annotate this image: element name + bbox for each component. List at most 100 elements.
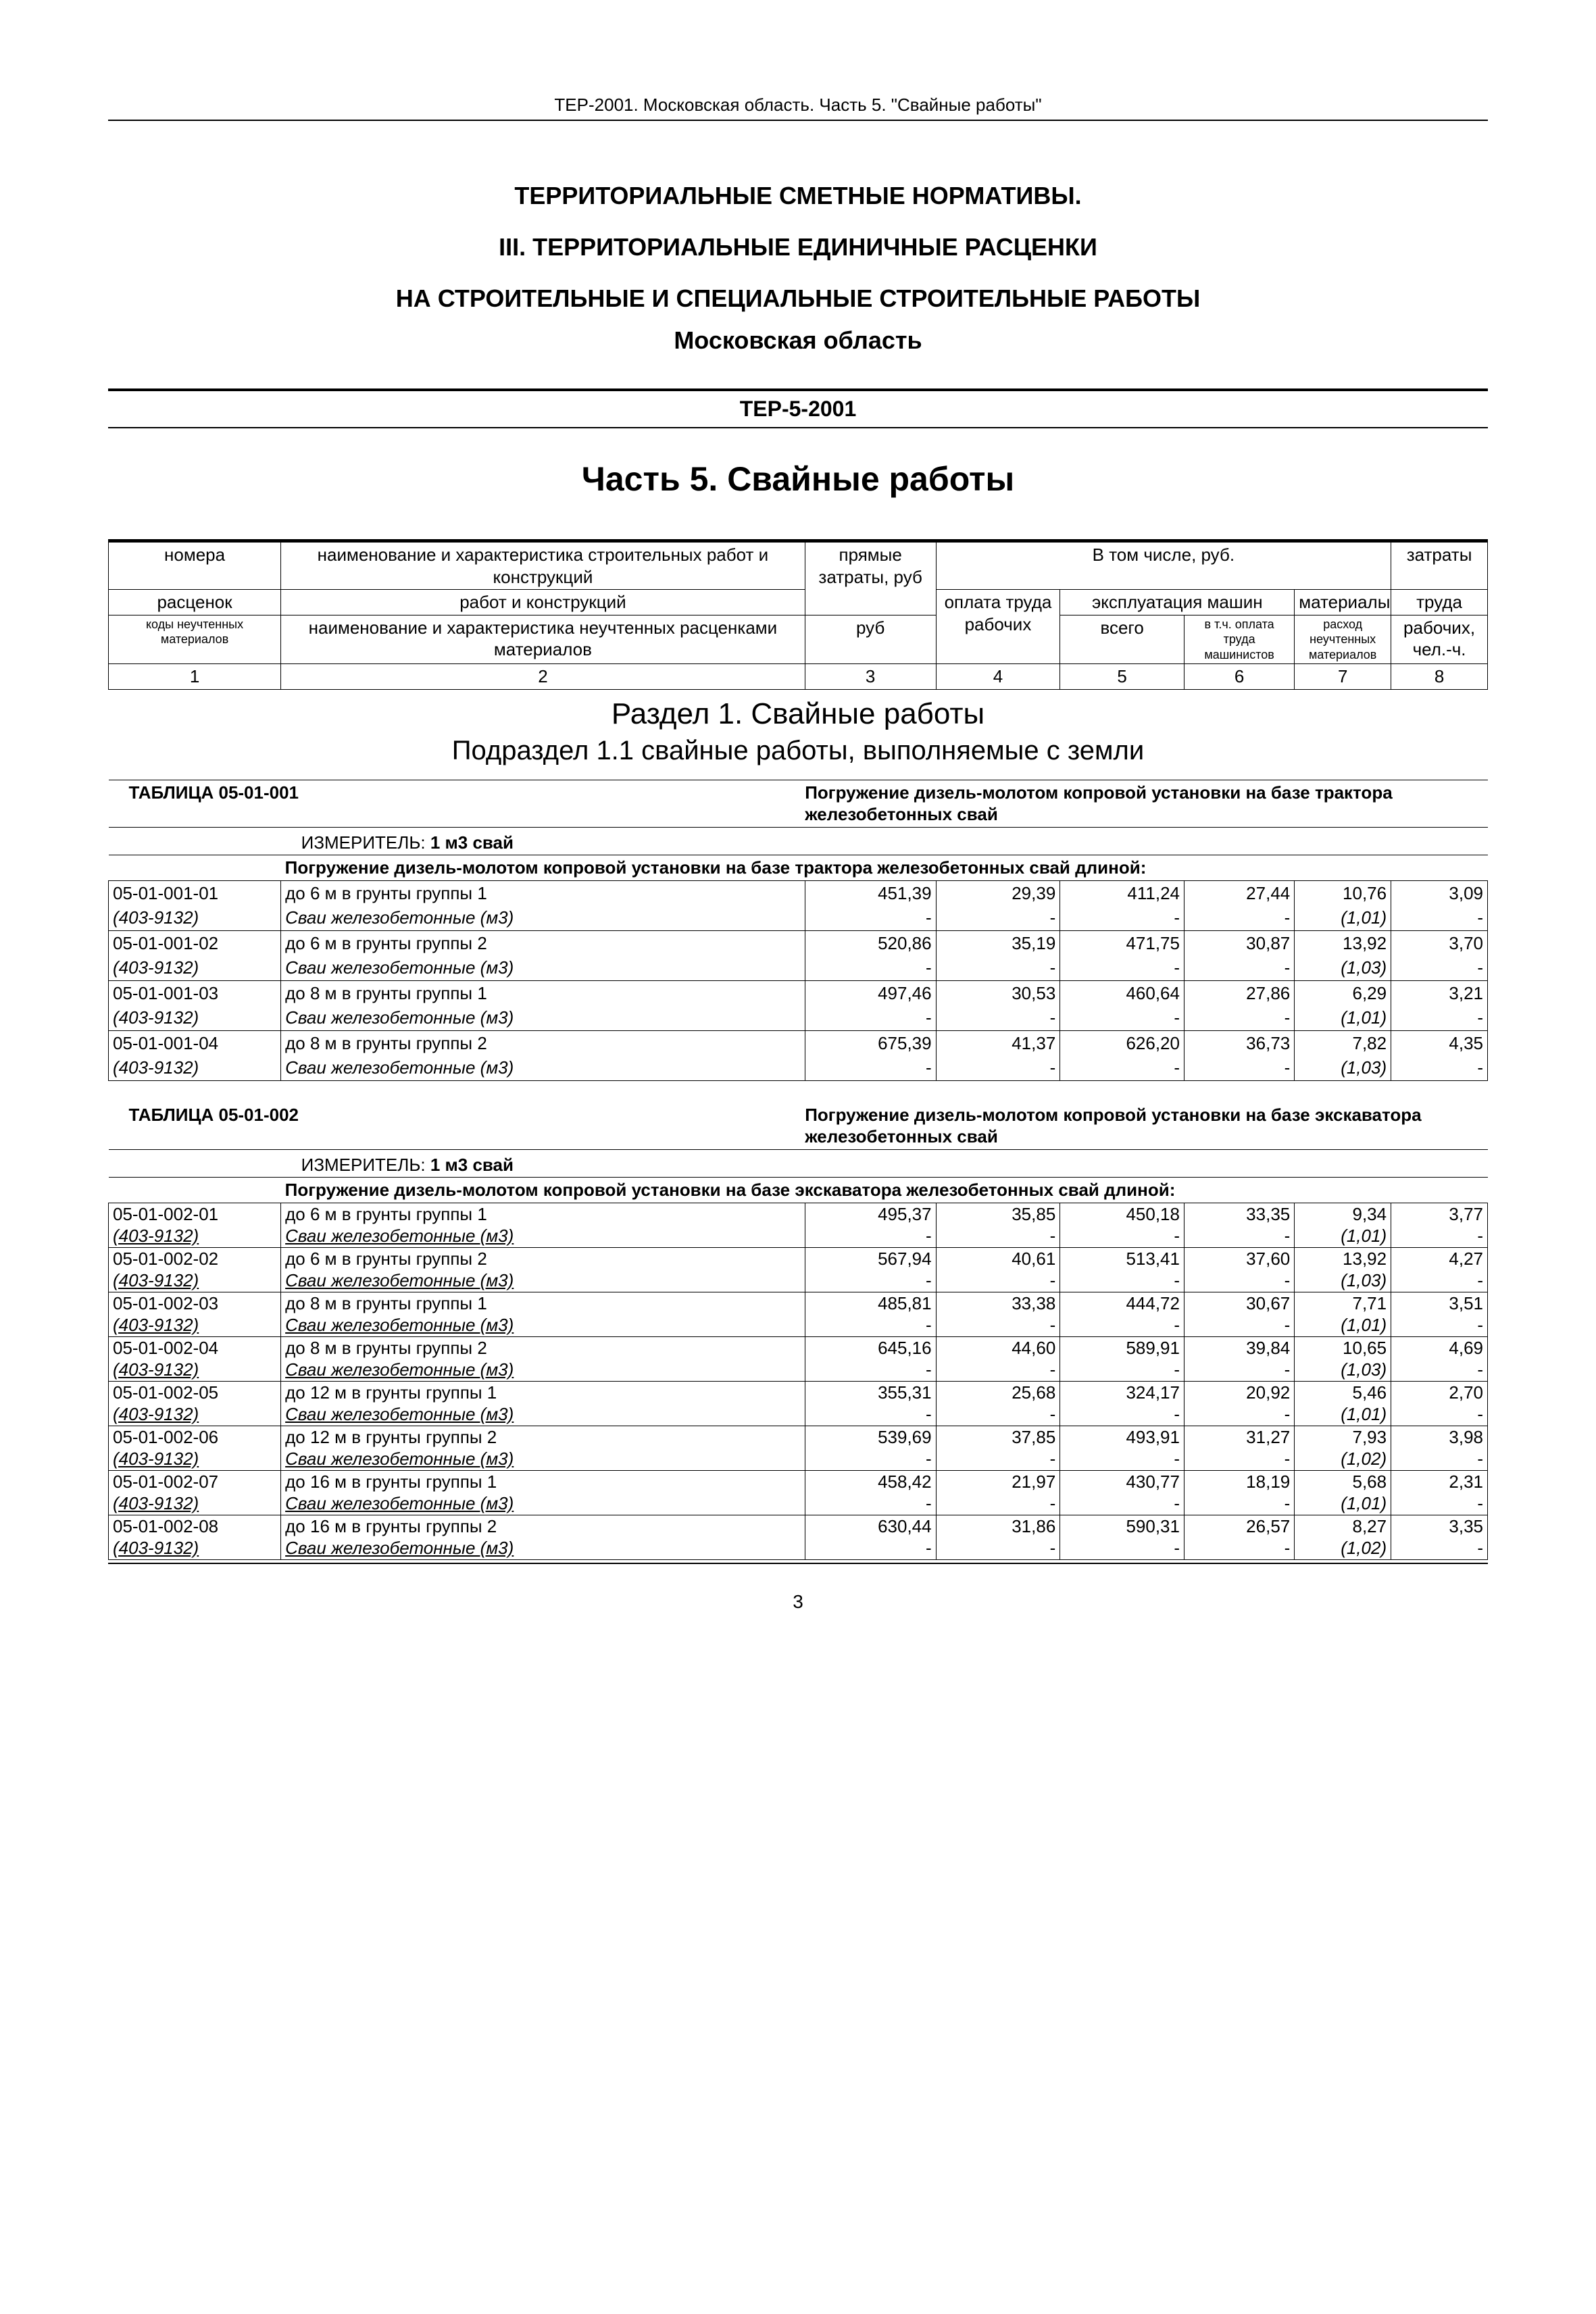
colnum-5: 5 xyxy=(1060,664,1184,690)
table2-measure-row: ИЗМЕРИТЕЛЬ: 1 м3 свай xyxy=(109,1149,1488,1178)
val-0: 675,39 xyxy=(805,1030,936,1055)
d: - xyxy=(1184,1314,1294,1336)
table2-measure: 1 м3 свай xyxy=(430,1155,514,1175)
hdr-labor-bot: рабочих, чел.-ч. xyxy=(1391,615,1488,664)
val-0: 495,37 xyxy=(805,1203,936,1225)
table1-desc-row: Погружение дизель-молотом копровой устан… xyxy=(109,855,1488,881)
mat-name: Сваи железобетонные (м3) xyxy=(281,905,805,930)
mat-qty: (1,01) xyxy=(1295,1314,1391,1336)
hdr-direct: прямые затраты, руб xyxy=(805,543,936,615)
val-3: 33,35 xyxy=(1184,1203,1294,1225)
d: - xyxy=(1184,1005,1294,1030)
hdr-incl: В том числе, руб. xyxy=(936,543,1391,590)
mat-qty: (1,02) xyxy=(1295,1448,1391,1470)
val-5: 4,27 xyxy=(1391,1247,1488,1269)
d: - xyxy=(805,1055,936,1080)
mat-qty: (1,02) xyxy=(1295,1537,1391,1559)
colnum-4: 4 xyxy=(936,664,1060,690)
hdr-labor-mid: труда xyxy=(1391,590,1488,615)
table-row: (403-9132)Сваи железобетонные (м3)----(1… xyxy=(109,1492,1488,1515)
d: - xyxy=(805,1269,936,1292)
val-4: 7,82 xyxy=(1295,1030,1391,1055)
mat-qty: (1,03) xyxy=(1295,1055,1391,1080)
hdr-name-works2: работ и конструкций xyxy=(281,590,805,615)
val-3: 26,57 xyxy=(1184,1515,1294,1537)
rate-code: 05-01-002-05 xyxy=(109,1381,281,1403)
val-2: 324,17 xyxy=(1060,1381,1184,1403)
mat-ref: (403-9132) xyxy=(109,1225,281,1247)
title-l1: ТЕРРИТОРИАЛЬНЫЕ СМЕТНЫЕ НОРМАТИВЫ. xyxy=(108,182,1488,210)
mat-ref: (403-9132) xyxy=(109,1492,281,1515)
d: - xyxy=(805,955,936,980)
mat-name: Сваи железобетонные (м3) xyxy=(281,955,805,980)
rate-name: до 16 м в грунты группы 1 xyxy=(281,1470,805,1492)
val-0: 451,39 xyxy=(805,880,936,905)
mat-qty: (1,03) xyxy=(1295,1359,1391,1381)
table-row: 05-01-001-04до 8 м в грунты группы 2675,… xyxy=(109,1030,1488,1055)
table-row: 05-01-002-02до 6 м в грунты группы 2567,… xyxy=(109,1247,1488,1269)
rates-table: номера наименование и характеристика стр… xyxy=(108,542,1488,1560)
mat-qty: (1,01) xyxy=(1295,1403,1391,1426)
header-row-2: расценок работ и конструкций оплата труд… xyxy=(109,590,1488,615)
d: - xyxy=(1391,1537,1488,1559)
header-row-1: номера наименование и характеристика стр… xyxy=(109,543,1488,590)
d: - xyxy=(1184,1448,1294,1470)
val-0: 645,16 xyxy=(805,1336,936,1359)
d: - xyxy=(936,955,1060,980)
mat-name: Сваи железобетонные (м3) xyxy=(281,1269,805,1292)
val-4: 10,65 xyxy=(1295,1336,1391,1359)
table-row: (403-9132)Сваи железобетонные (м3)----(1… xyxy=(109,1537,1488,1559)
val-1: 40,61 xyxy=(936,1247,1060,1269)
d: - xyxy=(936,1359,1060,1381)
val-1: 44,60 xyxy=(936,1336,1060,1359)
colnum-8: 8 xyxy=(1391,664,1488,690)
rate-code: 05-01-001-04 xyxy=(109,1030,281,1055)
d: - xyxy=(805,1359,936,1381)
table-row: (403-9132)Сваи железобетонные (м3)----(1… xyxy=(109,1225,1488,1247)
mat-name: Сваи железобетонные (м3) xyxy=(281,1448,805,1470)
d: - xyxy=(1060,1492,1184,1515)
val-1: 35,85 xyxy=(936,1203,1060,1225)
table-row: 05-01-002-05до 12 м в грунты группы 1355… xyxy=(109,1381,1488,1403)
d: - xyxy=(805,905,936,930)
d: - xyxy=(1060,1537,1184,1559)
d: - xyxy=(936,1005,1060,1030)
running-header: ТЕР-2001. Московская область. Часть 5. "… xyxy=(108,95,1488,121)
table1-measure: 1 м3 свай xyxy=(430,832,514,853)
val-4: 5,46 xyxy=(1295,1381,1391,1403)
val-5: 3,09 xyxy=(1391,880,1488,905)
mat-qty: (1,03) xyxy=(1295,955,1391,980)
val-3: 39,84 xyxy=(1184,1336,1294,1359)
val-0: 630,44 xyxy=(805,1515,936,1537)
val-3: 31,27 xyxy=(1184,1426,1294,1448)
d: - xyxy=(1184,905,1294,930)
d: - xyxy=(1060,955,1184,980)
d: - xyxy=(1391,1314,1488,1336)
d: - xyxy=(1060,1269,1184,1292)
mat-ref: (403-9132) xyxy=(109,1359,281,1381)
table2-header: ТАБЛИЦА 05-01-002 Погружение дизель-моло… xyxy=(109,1080,1488,1149)
val-1: 25,68 xyxy=(936,1381,1060,1403)
d: - xyxy=(936,1448,1060,1470)
val-3: 36,73 xyxy=(1184,1030,1294,1055)
val-0: 520,86 xyxy=(805,930,936,955)
mat-ref: (403-9132) xyxy=(109,905,281,930)
d: - xyxy=(1184,1225,1294,1247)
hdr-labor-cost-top: затраты xyxy=(1391,543,1488,590)
rate-code: 05-01-002-02 xyxy=(109,1247,281,1269)
val-5: 4,35 xyxy=(1391,1030,1488,1055)
val-0: 567,94 xyxy=(805,1247,936,1269)
d: - xyxy=(936,1055,1060,1080)
d: - xyxy=(1391,1225,1488,1247)
val-3: 30,67 xyxy=(1184,1292,1294,1314)
header-colnums: 1 2 3 4 5 6 7 8 xyxy=(109,664,1488,690)
val-5: 3,70 xyxy=(1391,930,1488,955)
title-l2: III. ТЕРРИТОРИАЛЬНЫЕ ЕДИНИЧНЫЕ РАСЦЕНКИ xyxy=(108,233,1488,261)
mat-name: Сваи железобетонные (м3) xyxy=(281,1403,805,1426)
hdr-name-unacc: наименование и характеристика неучтенных… xyxy=(281,615,805,664)
mat-name: Сваи железобетонные (м3) xyxy=(281,1055,805,1080)
table2-code: ТАБЛИЦА 05-01-002 xyxy=(129,1105,299,1125)
table2-title: Погружение дизель-молотом копровой устан… xyxy=(805,1080,1487,1149)
table2-desc-row: Погружение дизель-молотом копровой устан… xyxy=(109,1178,1488,1203)
hdr-mach-labor: в т.ч. оплата труда машинистов xyxy=(1184,615,1294,664)
